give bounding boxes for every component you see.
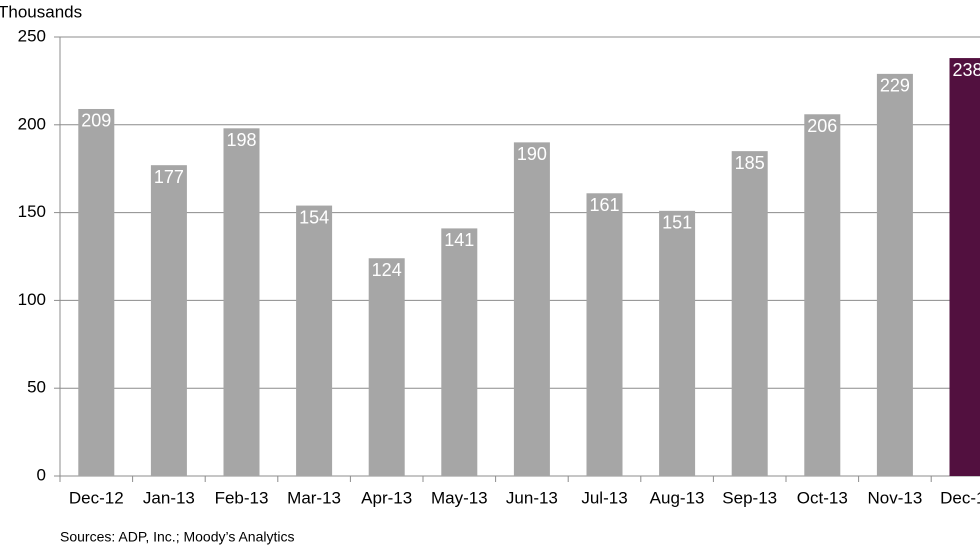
x-tick-label: May-13	[431, 488, 488, 507]
y-tick-label: 50	[27, 378, 46, 397]
value-label: 209	[81, 111, 111, 131]
bar	[368, 258, 405, 476]
x-tick-label: Sep-13	[722, 488, 777, 507]
x-tick-label: Jul-13	[581, 488, 627, 507]
x-tick-label: Jan-13	[143, 488, 195, 507]
value-label: 206	[807, 116, 837, 136]
y-tick-label: 250	[18, 26, 46, 45]
x-tick-label: Dec-13	[940, 488, 980, 507]
bar	[150, 165, 187, 477]
bar	[296, 205, 333, 477]
source-note: Sources: ADP, Inc.; Moody’s Analytics	[60, 529, 295, 545]
y-tick-label: 150	[18, 202, 46, 221]
x-tick-label: Oct-13	[797, 488, 848, 507]
value-label: 229	[880, 76, 910, 96]
y-unit-label: Thousands	[0, 2, 82, 21]
x-tick-label: Apr-13	[361, 488, 412, 507]
value-label: 141	[444, 230, 474, 250]
y-tick-label: 100	[18, 290, 46, 309]
value-label: 177	[154, 167, 184, 187]
value-label: 124	[372, 260, 402, 280]
x-tick-label: Dec-12	[69, 488, 124, 507]
x-tick-label: Nov-13	[867, 488, 922, 507]
bar	[78, 108, 115, 476]
value-label: 154	[299, 207, 329, 227]
x-tick-label: Mar-13	[287, 488, 341, 507]
y-tick-label: 0	[37, 465, 46, 484]
bar	[586, 193, 623, 476]
x-tick-label: Aug-13	[650, 488, 705, 507]
value-label: 161	[589, 195, 619, 215]
bar	[223, 128, 260, 476]
y-tick-label: 200	[18, 114, 46, 133]
x-tick-label: Jun-13	[506, 488, 558, 507]
value-label: 190	[517, 144, 547, 164]
bar	[804, 114, 841, 476]
value-label: 151	[662, 213, 692, 233]
value-label: 238	[952, 60, 980, 80]
bar	[441, 228, 478, 476]
bar	[513, 142, 550, 477]
bar	[731, 151, 768, 476]
bar	[949, 58, 980, 477]
bar	[659, 210, 696, 476]
x-tick-label: Feb-13	[215, 488, 269, 507]
value-label: 185	[735, 153, 765, 173]
bar	[876, 73, 913, 476]
value-label: 198	[226, 130, 256, 150]
